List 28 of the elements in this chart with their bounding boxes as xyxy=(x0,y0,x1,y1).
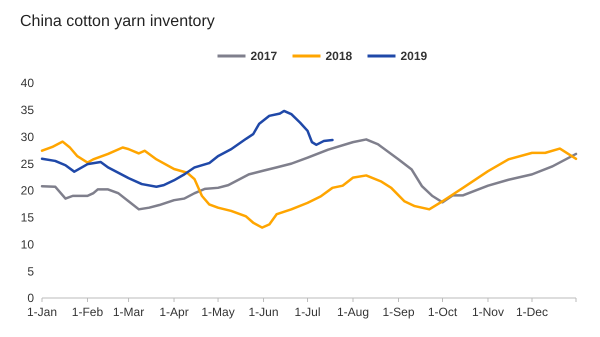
legend-label: 2018 xyxy=(326,49,353,64)
x-tick-label: 1-Feb xyxy=(72,305,104,319)
legend-label: 2019 xyxy=(400,49,428,64)
y-tick-label: 25 xyxy=(20,156,34,171)
x-tick-label: 1-Sep xyxy=(382,305,415,319)
x-tick-label: 1-Dec xyxy=(516,305,548,319)
x-tick-label: 1-Jan xyxy=(26,305,58,319)
legend-label: 2017 xyxy=(250,49,278,64)
y-tick-label: 15 xyxy=(20,210,34,225)
y-tick-label: 0 xyxy=(27,291,34,306)
y-tick-label: 40 xyxy=(20,76,34,90)
line-series xyxy=(40,140,578,229)
y-tick-label: 20 xyxy=(20,184,34,198)
x-tick-label: 1-Jul xyxy=(294,305,321,319)
x-tick-label: 1-Nov xyxy=(472,305,504,319)
x-tick-label: 1-Aug xyxy=(336,305,370,319)
x-tick-label: 1-Mar xyxy=(112,305,144,319)
y-tick-label: 30 xyxy=(20,130,34,144)
x-tick-label: 1-Jun xyxy=(248,305,279,319)
chart-title: China cotton yarn inventory xyxy=(20,13,215,30)
y-tick-label: 35 xyxy=(20,103,34,118)
line-series xyxy=(40,110,334,188)
x-tick-label: 1-May xyxy=(201,305,235,319)
y-tick-label: 5 xyxy=(27,264,34,278)
y-tick-label: 10 xyxy=(20,237,34,252)
x-tick-label: 1-Apr xyxy=(159,305,189,319)
x-tick-label: 1-Oct xyxy=(428,305,458,319)
line-series xyxy=(40,138,578,211)
